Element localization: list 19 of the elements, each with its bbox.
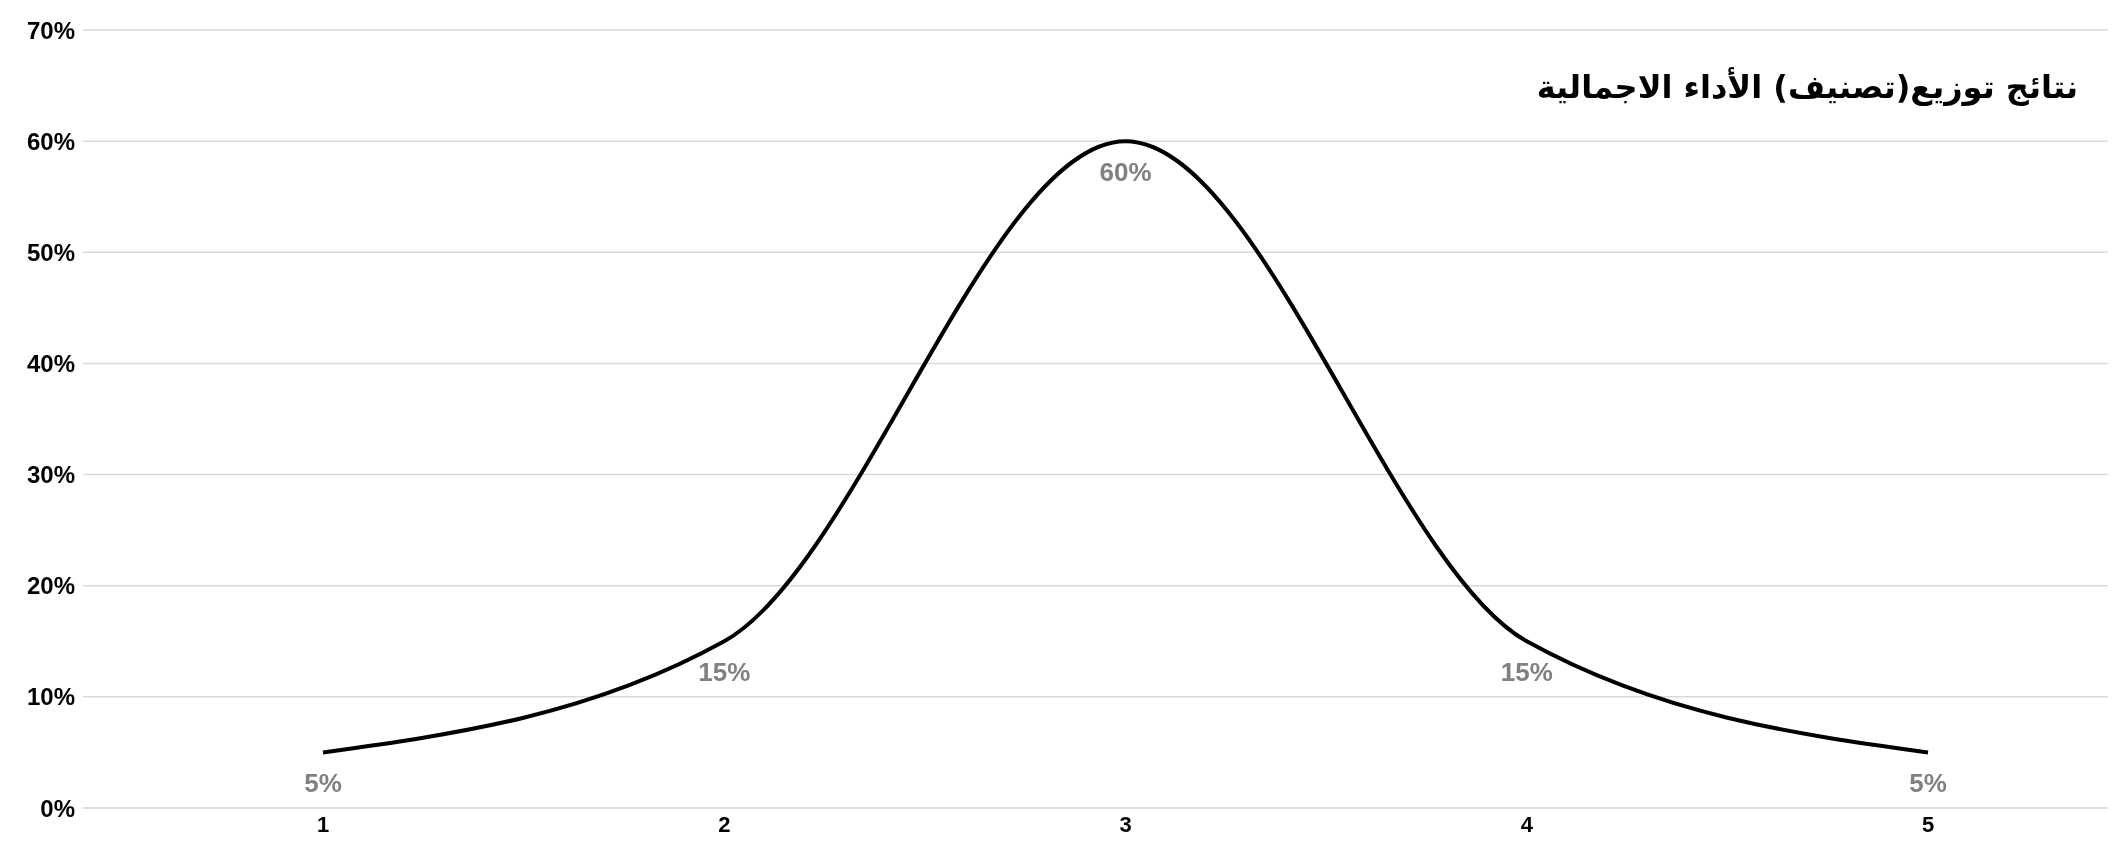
x-tick-label: 3 [1119, 811, 1132, 837]
y-tick-label: 10% [26, 683, 75, 711]
x-tick-label: 5 [1921, 811, 1935, 837]
data-label: 5% [304, 768, 342, 799]
data-label: 15% [698, 657, 751, 688]
x-tick-label: 4 [1520, 811, 1534, 837]
y-tick-label: 20% [26, 572, 75, 600]
text: نتائج توزيع(تصنيف) الأداء الاجمالية [1536, 68, 2078, 106]
data-label: 5% [1909, 768, 1947, 799]
y-tick-label: 60% [26, 127, 75, 155]
data-label: 15% [1500, 657, 1553, 688]
x-tick-label: 1 [316, 811, 330, 837]
data-label: 60% [1099, 157, 1152, 188]
y-tick-label: 30% [26, 461, 75, 489]
y-tick-label: 0% [40, 794, 75, 822]
y-tick-label: 70% [26, 16, 75, 44]
y-tick-label: 40% [26, 349, 75, 377]
y-tick-label: 50% [26, 238, 75, 266]
x-tick-label: 2 [718, 811, 731, 837]
